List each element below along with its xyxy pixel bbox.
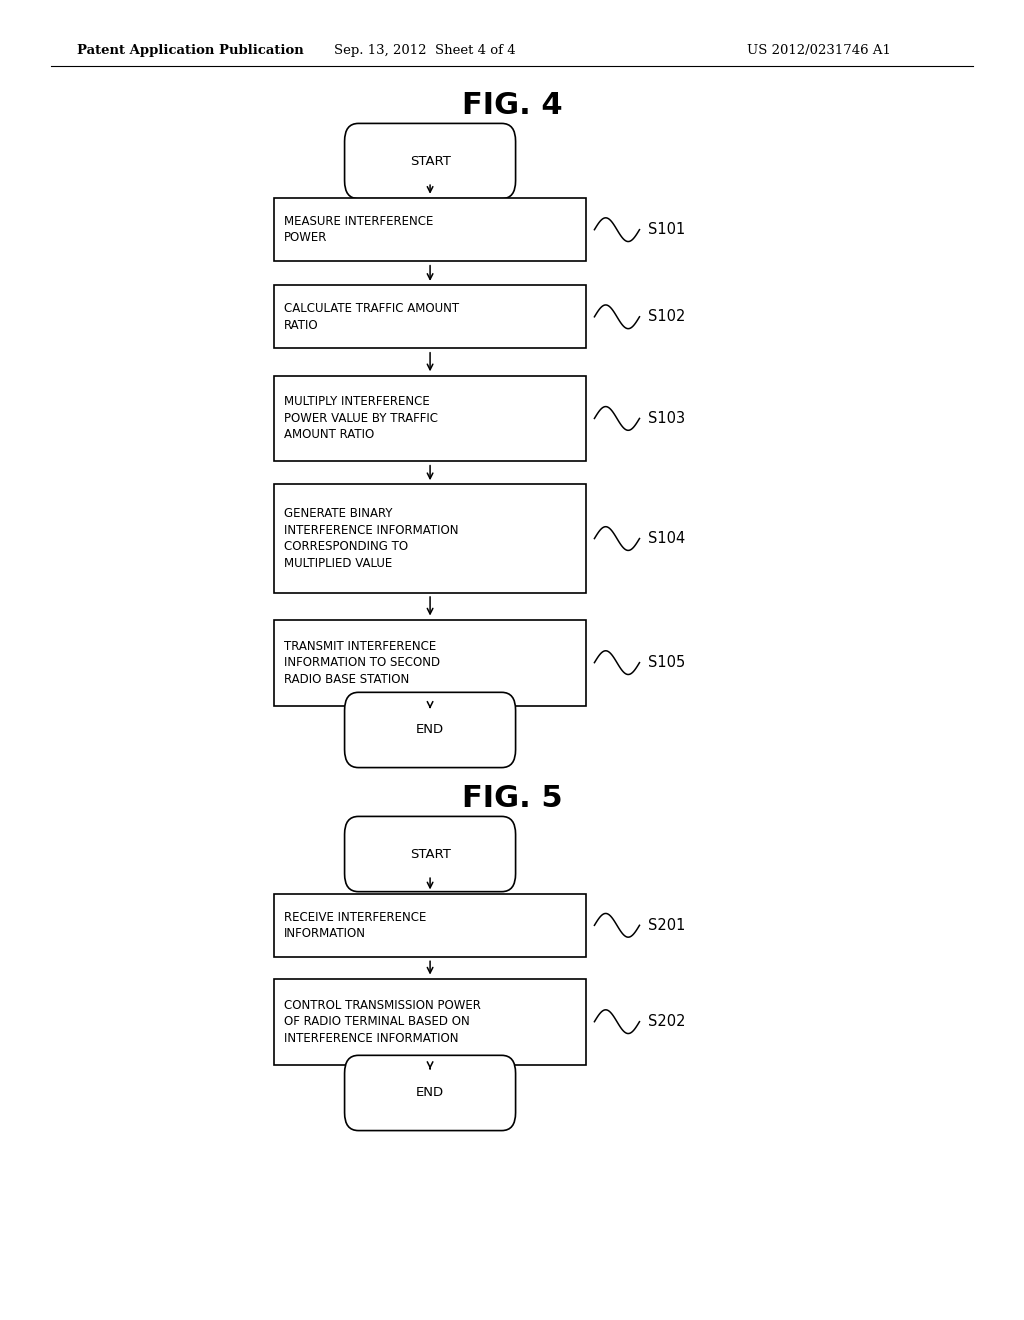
Text: S105: S105 bbox=[648, 655, 685, 671]
Text: S201: S201 bbox=[648, 917, 685, 933]
Text: MULTIPLY INTERFERENCE
POWER VALUE BY TRAFFIC
AMOUNT RATIO: MULTIPLY INTERFERENCE POWER VALUE BY TRA… bbox=[284, 396, 438, 441]
Text: END: END bbox=[416, 1086, 444, 1100]
Text: S101: S101 bbox=[648, 222, 685, 238]
Text: START: START bbox=[410, 847, 451, 861]
FancyBboxPatch shape bbox=[273, 484, 586, 593]
FancyBboxPatch shape bbox=[273, 375, 586, 461]
FancyBboxPatch shape bbox=[344, 123, 515, 198]
Text: FIG. 4: FIG. 4 bbox=[462, 91, 562, 120]
Text: S102: S102 bbox=[648, 309, 685, 325]
Text: GENERATE BINARY
INTERFERENCE INFORMATION
CORRESPONDING TO
MULTIPLIED VALUE: GENERATE BINARY INTERFERENCE INFORMATION… bbox=[284, 507, 459, 570]
Text: MEASURE INTERFERENCE
POWER: MEASURE INTERFERENCE POWER bbox=[284, 215, 433, 244]
FancyBboxPatch shape bbox=[273, 979, 586, 1064]
FancyBboxPatch shape bbox=[273, 894, 586, 957]
FancyBboxPatch shape bbox=[273, 198, 586, 261]
Text: S104: S104 bbox=[648, 531, 685, 546]
FancyBboxPatch shape bbox=[344, 1056, 515, 1130]
FancyBboxPatch shape bbox=[344, 816, 515, 892]
Text: CONTROL TRANSMISSION POWER
OF RADIO TERMINAL BASED ON
INTERFERENCE INFORMATION: CONTROL TRANSMISSION POWER OF RADIO TERM… bbox=[284, 999, 481, 1044]
Text: S202: S202 bbox=[648, 1014, 685, 1030]
Text: TRANSMIT INTERFERENCE
INFORMATION TO SECOND
RADIO BASE STATION: TRANSMIT INTERFERENCE INFORMATION TO SEC… bbox=[284, 640, 440, 685]
Text: RECEIVE INTERFERENCE
INFORMATION: RECEIVE INTERFERENCE INFORMATION bbox=[284, 911, 427, 940]
Text: Patent Application Publication: Patent Application Publication bbox=[77, 44, 303, 57]
Text: CALCULATE TRAFFIC AMOUNT
RATIO: CALCULATE TRAFFIC AMOUNT RATIO bbox=[284, 302, 460, 331]
FancyBboxPatch shape bbox=[344, 692, 515, 768]
FancyBboxPatch shape bbox=[273, 620, 586, 705]
Text: US 2012/0231746 A1: US 2012/0231746 A1 bbox=[748, 44, 891, 57]
Text: FIG. 5: FIG. 5 bbox=[462, 784, 562, 813]
Text: START: START bbox=[410, 154, 451, 168]
Text: S103: S103 bbox=[648, 411, 685, 426]
Text: Sep. 13, 2012  Sheet 4 of 4: Sep. 13, 2012 Sheet 4 of 4 bbox=[334, 44, 516, 57]
FancyBboxPatch shape bbox=[273, 285, 586, 348]
Text: END: END bbox=[416, 723, 444, 737]
